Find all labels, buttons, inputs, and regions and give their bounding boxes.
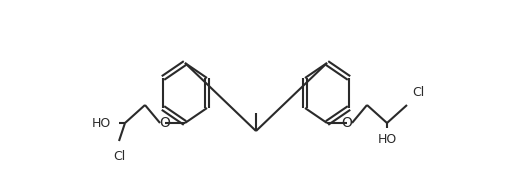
Text: Cl: Cl — [113, 150, 125, 163]
Text: HO: HO — [92, 117, 111, 129]
Text: HO: HO — [377, 133, 397, 146]
Text: Cl: Cl — [412, 86, 424, 99]
Text: O: O — [160, 116, 170, 130]
Text: O: O — [342, 116, 352, 130]
